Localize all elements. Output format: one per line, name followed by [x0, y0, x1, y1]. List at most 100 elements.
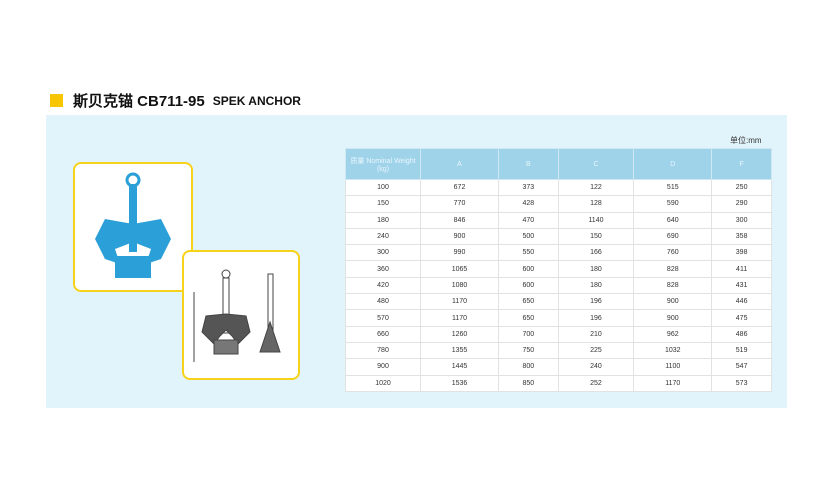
table-cell: 420 [345, 276, 421, 295]
table-cell: 828 [633, 260, 713, 278]
table-cell: 547 [711, 358, 772, 376]
table-cell: 180 [557, 276, 635, 295]
table-cell: 962 [633, 325, 713, 343]
table-cell: 900 [633, 293, 713, 311]
spec-table: 质量 Nominal Weight (kg) A B C D F 100 672 373 122… [345, 148, 772, 392]
table-cell: 1536 [420, 374, 499, 392]
table-cell: 240 [345, 227, 421, 246]
table-cell: 122 [557, 178, 635, 197]
table-cell: 180 [557, 260, 635, 278]
table-cell: 150 [557, 227, 635, 246]
table-row: 780 1355 750 225 1032 519 [345, 341, 772, 360]
table-cell: 500 [498, 227, 559, 246]
column-header: D [633, 148, 713, 180]
table-cell: 660 [345, 325, 421, 343]
table-cell: 360 [345, 260, 421, 278]
table-cell: 780 [345, 341, 421, 360]
table-cell: 225 [557, 341, 635, 360]
table-cell: 519 [711, 341, 772, 360]
table-cell: 672 [420, 178, 499, 197]
table-cell: 166 [557, 244, 635, 262]
table-row: 150 770 428 128 590 290 [345, 195, 772, 213]
title-marker [50, 94, 63, 107]
table-row: 360 1065 600 180 828 411 [345, 260, 772, 278]
table-cell: 990 [420, 244, 499, 262]
table-row: 100 672 373 122 515 250 [345, 178, 772, 197]
table-cell: 1170 [420, 293, 499, 311]
table-cell: 846 [420, 211, 499, 229]
table-cell: 1140 [557, 211, 635, 229]
column-header: C [557, 148, 635, 180]
table-row: 480 1170 650 196 900 446 [345, 293, 772, 311]
table-cell: 1355 [420, 341, 499, 360]
table-cell: 800 [498, 358, 559, 376]
table-cell: 850 [498, 374, 559, 392]
table-cell: 750 [498, 341, 559, 360]
table-cell: 446 [711, 293, 772, 311]
table-cell: 600 [498, 260, 559, 278]
column-header: F [711, 148, 772, 180]
table-cell: 700 [498, 325, 559, 343]
table-cell: 290 [711, 195, 772, 213]
title-en: SPEK ANCHOR [212, 93, 301, 108]
table-cell: 640 [633, 211, 713, 229]
table-cell: 1260 [420, 325, 499, 343]
table-cell: 480 [345, 293, 421, 311]
table-cell: 1020 [345, 374, 421, 392]
table-cell: 828 [633, 276, 713, 295]
table-row: 240 900 500 150 690 358 [345, 227, 772, 246]
title-cn: 斯贝克锚 CB711-95 [73, 93, 205, 110]
table-cell: 196 [557, 309, 635, 327]
table-cell: 550 [498, 244, 559, 262]
table-cell: 515 [633, 178, 713, 197]
column-header: B [498, 148, 559, 180]
table-cell: 431 [711, 276, 772, 295]
table-cell: 590 [633, 195, 713, 213]
table-cell: 900 [633, 309, 713, 327]
column-header: A [420, 148, 499, 180]
table-cell: 411 [711, 260, 772, 278]
table-cell: 1170 [420, 309, 499, 327]
table-cell: 252 [557, 374, 635, 392]
table-cell: 1100 [633, 358, 713, 376]
table-row: 300 990 550 166 760 398 [345, 244, 772, 262]
table-row: 1020 1536 850 252 1170 573 [345, 374, 772, 392]
anchor-drawing [182, 250, 300, 380]
table-cell: 1065 [420, 260, 499, 278]
table-cell: 373 [498, 178, 559, 197]
table-cell: 428 [498, 195, 559, 213]
table-cell: 180 [345, 211, 421, 229]
table-cell: 650 [498, 309, 559, 327]
table-cell: 128 [557, 195, 635, 213]
table-cell: 210 [557, 325, 635, 343]
table-cell: 900 [420, 227, 499, 246]
table-cell: 1445 [420, 358, 499, 376]
table-cell: 398 [711, 244, 772, 262]
section-title: 斯贝克锚 CB711-95 SPEK ANCHOR [50, 90, 301, 111]
table-cell: 300 [711, 211, 772, 229]
table-cell: 470 [498, 211, 559, 229]
table-cell: 300 [345, 244, 421, 262]
table-cell: 600 [498, 276, 559, 295]
table-cell: 570 [345, 309, 421, 327]
table-cell: 100 [345, 178, 421, 197]
table-cell: 573 [711, 374, 772, 392]
table-cell: 475 [711, 309, 772, 327]
table-cell: 486 [711, 325, 772, 343]
table-cell: 770 [420, 195, 499, 213]
table-cell: 760 [633, 244, 713, 262]
table-cell: 196 [557, 293, 635, 311]
table-cell: 150 [345, 195, 421, 213]
table-cell: 1170 [633, 374, 713, 392]
table-cell: 240 [557, 358, 635, 376]
table-header: 质量 Nominal Weight (kg) A B C D F [345, 148, 772, 180]
table-row: 570 1170 650 196 900 475 [345, 309, 772, 327]
table-row: 180 846 470 1140 640 300 [345, 211, 772, 229]
table-cell: 650 [498, 293, 559, 311]
table-row: 900 1445 800 240 1100 547 [345, 358, 772, 376]
table-cell: 358 [711, 227, 772, 246]
table-row: 420 1080 600 180 828 431 [345, 276, 772, 295]
table-cell: 1080 [420, 276, 499, 295]
table-cell: 900 [345, 358, 421, 376]
column-header: 质量 Nominal Weight (kg) [345, 148, 421, 180]
